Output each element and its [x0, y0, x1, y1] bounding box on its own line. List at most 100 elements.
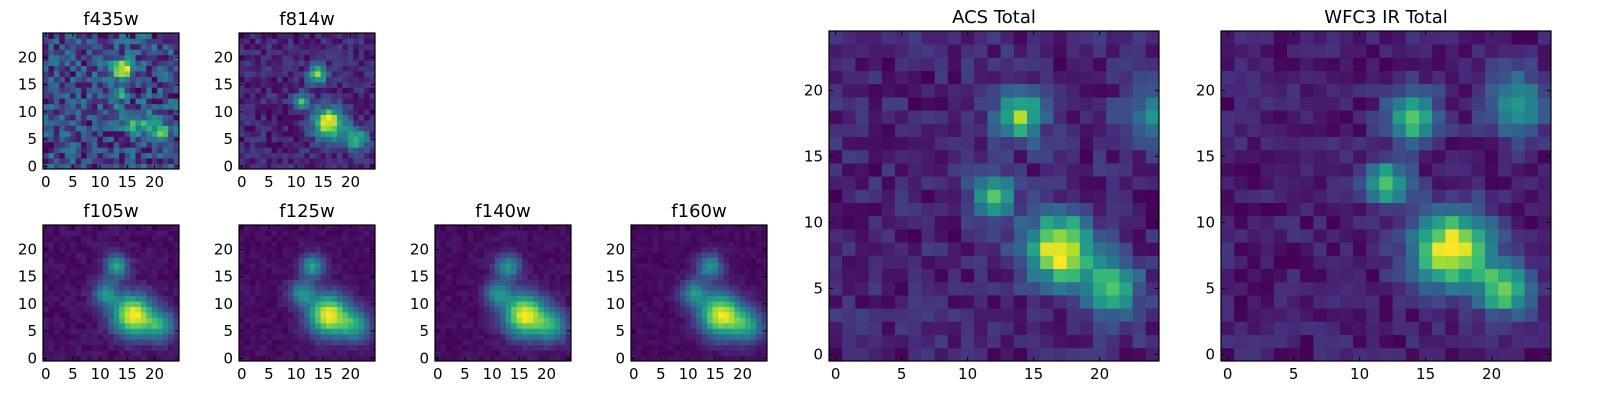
heatmap-cell [1079, 268, 1094, 283]
heatmap-cell [157, 114, 164, 121]
heatmap-cell [647, 306, 654, 313]
heatmap-cell [658, 252, 665, 259]
heatmap-cell [255, 65, 262, 72]
heatmap-cell [315, 322, 321, 329]
heatmap-cell [1000, 57, 1015, 71]
heatmap-cell [91, 333, 98, 340]
heatmap-cell [157, 333, 164, 340]
y-tick-label: 20 [18, 240, 37, 258]
heatmap-cell [124, 158, 131, 164]
heatmap-cell [1247, 281, 1261, 296]
heatmap-cell [1053, 295, 1067, 309]
heatmap-cell [369, 65, 376, 72]
heatmap-cell [70, 92, 77, 99]
heatmap-cell [239, 339, 245, 346]
heatmap-cell [895, 136, 909, 151]
heatmap-cell [1053, 321, 1067, 335]
heatmap-cell [473, 225, 479, 231]
heatmap-cell [364, 125, 370, 132]
heatmap-cell [1471, 242, 1486, 256]
heatmap-cell [478, 355, 485, 362]
heatmap-cell [723, 339, 730, 346]
heatmap-cell [43, 306, 49, 313]
heatmap-cell [97, 98, 104, 105]
heatmap-cell [1132, 295, 1147, 309]
heatmap-cell [1106, 347, 1120, 362]
heatmap-cell [435, 306, 441, 313]
heatmap-cell [266, 81, 273, 88]
heatmap-cell [298, 33, 305, 39]
heatmap-cell [119, 263, 125, 269]
heatmap-cell [309, 344, 316, 351]
heatmap-cell [64, 290, 71, 297]
heatmap-cell [255, 273, 262, 280]
heatmap-cell [97, 246, 104, 253]
heatmap-cell [467, 268, 474, 275]
heatmap-cell [527, 306, 534, 313]
heatmap-cell [91, 120, 98, 126]
heatmap-cell [304, 71, 311, 77]
heatmap-cell [315, 60, 321, 67]
heatmap-cell [669, 322, 675, 329]
heatmap-cell [75, 333, 82, 340]
heatmap-cell [1040, 202, 1054, 217]
heatmap-cell [1053, 347, 1067, 362]
heatmap-cell [239, 158, 245, 164]
heatmap-cell [543, 312, 550, 318]
heatmap-cell [162, 241, 169, 248]
heatmap-cell [249, 225, 256, 231]
heatmap-cell [298, 98, 305, 105]
heatmap-cell [663, 333, 670, 340]
heatmap-cell [881, 295, 896, 309]
heatmap-cell [43, 295, 49, 302]
heatmap-cell [868, 189, 883, 203]
heatmap-cell [304, 350, 311, 356]
heatmap-cell [842, 334, 856, 349]
heatmap-cell [43, 230, 49, 237]
heatmap-cell [652, 312, 659, 318]
heatmap-cell [489, 328, 496, 335]
heatmap-cell [53, 87, 60, 94]
heatmap-cell [1537, 268, 1552, 283]
heatmap-cell [70, 295, 77, 302]
heatmap-cell [86, 76, 93, 83]
heatmap-cell [249, 279, 256, 286]
heatmap-cell [456, 339, 463, 346]
heatmap-cell [102, 284, 109, 291]
heatmap-cell [151, 339, 158, 346]
heatmap-cell [494, 225, 501, 231]
heatmap-cell [1339, 308, 1354, 322]
heatmap-cell [1287, 149, 1301, 164]
heatmap-cell [961, 281, 975, 296]
heatmap-cell [64, 125, 71, 132]
heatmap-cell [1040, 255, 1054, 269]
heatmap-cell [974, 136, 988, 151]
heatmap-cell [239, 98, 245, 105]
heatmap-cell [271, 103, 278, 110]
heatmap-cell [347, 241, 354, 248]
heatmap-cell [59, 130, 66, 137]
heatmap-cell [739, 290, 746, 297]
heatmap-cell [560, 268, 566, 275]
heatmap-cell [86, 322, 93, 329]
heatmap-cell [1366, 255, 1380, 269]
heatmap-cell [331, 257, 338, 264]
heatmap-cell [364, 350, 370, 356]
heatmap-cell [271, 246, 278, 253]
heatmap-cell [86, 284, 93, 291]
heatmap-cell [119, 130, 125, 137]
heatmap-cell [1066, 176, 1081, 190]
heatmap-cell [728, 350, 735, 356]
heatmap-cell [1053, 268, 1067, 283]
heatmap-cell [761, 268, 768, 275]
heatmap-cell [489, 235, 496, 242]
heatmap-cell [1119, 163, 1133, 177]
heatmap-cell [707, 350, 713, 356]
heatmap-cell [304, 257, 311, 264]
x-tick-label: 20 [145, 365, 164, 383]
heatmap-cell [761, 312, 768, 318]
heatmap-cell [320, 141, 327, 148]
heatmap-cell [1145, 189, 1160, 203]
heatmap-cell [554, 225, 561, 231]
heatmap-cell [669, 317, 675, 324]
